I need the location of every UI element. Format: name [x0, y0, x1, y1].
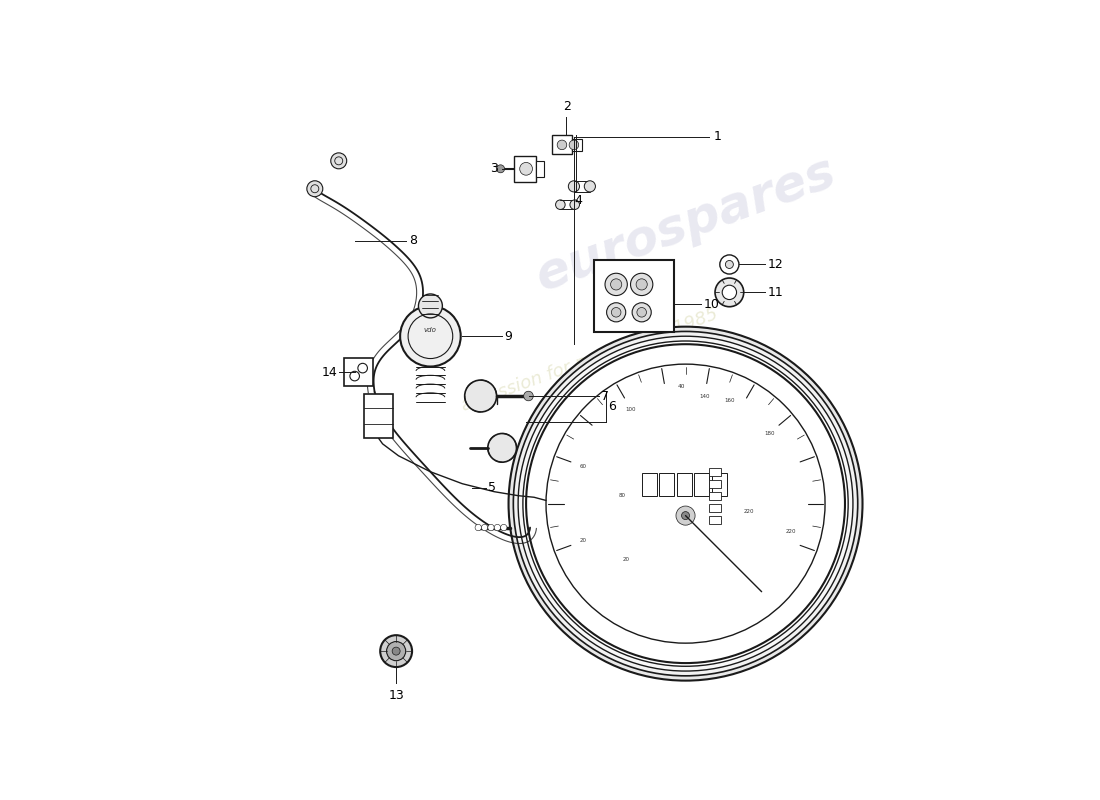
- Text: 60: 60: [580, 464, 586, 469]
- Text: 180: 180: [763, 431, 774, 436]
- Circle shape: [487, 434, 517, 462]
- Circle shape: [524, 391, 534, 401]
- Circle shape: [676, 506, 695, 525]
- Text: 8: 8: [409, 234, 417, 247]
- Circle shape: [482, 524, 487, 530]
- Text: 220: 220: [785, 530, 796, 534]
- Text: 3: 3: [491, 162, 498, 175]
- Text: 20: 20: [580, 538, 586, 543]
- Circle shape: [500, 524, 507, 530]
- Circle shape: [508, 326, 862, 681]
- Text: 1: 1: [714, 130, 722, 143]
- Text: 7: 7: [601, 390, 609, 402]
- Text: 5: 5: [487, 481, 496, 494]
- Circle shape: [518, 336, 852, 671]
- FancyBboxPatch shape: [710, 492, 720, 500]
- Circle shape: [556, 200, 565, 210]
- FancyBboxPatch shape: [641, 474, 657, 496]
- Circle shape: [612, 307, 621, 317]
- Circle shape: [725, 261, 734, 269]
- Circle shape: [386, 642, 406, 661]
- Circle shape: [496, 165, 505, 173]
- Text: 2: 2: [563, 100, 572, 113]
- Text: 100: 100: [626, 406, 636, 411]
- Text: 4: 4: [575, 194, 583, 207]
- FancyBboxPatch shape: [676, 474, 692, 496]
- Text: 12: 12: [768, 258, 783, 271]
- Text: 20: 20: [623, 557, 629, 562]
- Circle shape: [526, 344, 845, 663]
- Circle shape: [487, 524, 494, 530]
- FancyBboxPatch shape: [572, 138, 582, 151]
- Text: 40: 40: [678, 384, 685, 389]
- Circle shape: [610, 279, 621, 290]
- Circle shape: [715, 278, 744, 306]
- Text: a passion for parts since 1985: a passion for parts since 1985: [459, 305, 720, 415]
- Circle shape: [682, 512, 690, 519]
- FancyBboxPatch shape: [710, 468, 720, 476]
- Circle shape: [719, 255, 739, 274]
- FancyBboxPatch shape: [712, 474, 727, 496]
- Circle shape: [558, 140, 566, 150]
- Circle shape: [400, 306, 461, 366]
- Text: 10: 10: [704, 298, 719, 311]
- FancyBboxPatch shape: [694, 474, 710, 496]
- Circle shape: [307, 181, 322, 197]
- Text: 140: 140: [700, 394, 710, 398]
- Circle shape: [381, 635, 412, 667]
- Circle shape: [632, 302, 651, 322]
- Text: eurospares: eurospares: [529, 148, 843, 302]
- Circle shape: [475, 524, 482, 530]
- FancyBboxPatch shape: [594, 261, 673, 332]
- Circle shape: [514, 331, 858, 676]
- Circle shape: [392, 647, 400, 655]
- FancyBboxPatch shape: [552, 135, 572, 154]
- Circle shape: [723, 286, 737, 299]
- Circle shape: [605, 274, 627, 295]
- Circle shape: [584, 181, 595, 192]
- FancyBboxPatch shape: [710, 515, 720, 523]
- FancyBboxPatch shape: [710, 504, 720, 512]
- FancyBboxPatch shape: [710, 480, 720, 488]
- FancyBboxPatch shape: [659, 474, 674, 496]
- FancyBboxPatch shape: [537, 161, 544, 177]
- Circle shape: [630, 274, 652, 295]
- Text: 14: 14: [321, 366, 337, 378]
- Text: 13: 13: [388, 689, 404, 702]
- Circle shape: [606, 302, 626, 322]
- FancyBboxPatch shape: [514, 156, 537, 182]
- Text: 9: 9: [505, 330, 513, 342]
- Circle shape: [569, 181, 580, 192]
- Circle shape: [636, 279, 647, 290]
- Text: 6: 6: [608, 400, 616, 413]
- Circle shape: [522, 341, 848, 666]
- Text: 160: 160: [724, 398, 735, 402]
- FancyBboxPatch shape: [344, 358, 373, 386]
- Text: 80: 80: [618, 493, 625, 498]
- Circle shape: [418, 294, 442, 318]
- Text: 220: 220: [744, 509, 755, 514]
- Circle shape: [570, 200, 580, 210]
- Circle shape: [331, 153, 346, 169]
- FancyBboxPatch shape: [364, 394, 393, 438]
- Text: 11: 11: [768, 286, 783, 299]
- Circle shape: [464, 380, 496, 412]
- Text: vdo: vdo: [424, 327, 437, 333]
- Circle shape: [546, 364, 825, 643]
- Circle shape: [637, 307, 647, 317]
- Circle shape: [519, 162, 532, 175]
- Circle shape: [569, 140, 579, 150]
- Circle shape: [494, 524, 501, 530]
